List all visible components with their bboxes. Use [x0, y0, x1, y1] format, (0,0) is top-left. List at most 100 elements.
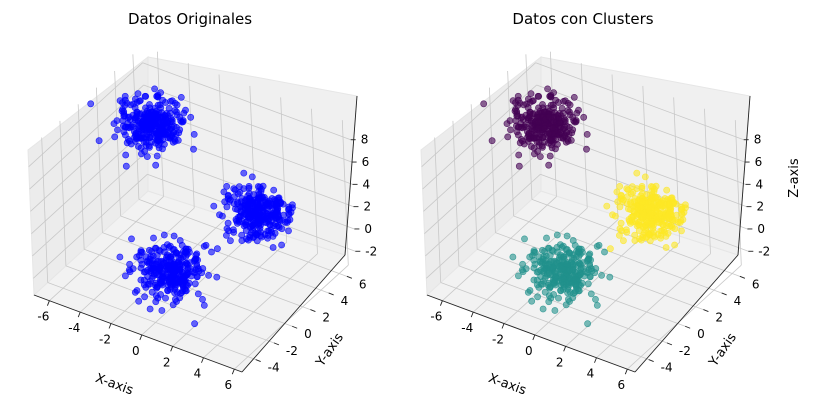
scatter-point — [571, 118, 579, 126]
scatter-point — [134, 90, 142, 97]
scatter-point — [224, 219, 232, 227]
scatter-point — [544, 139, 552, 147]
scatter-point — [194, 290, 202, 298]
x-tick-label: 0 — [132, 344, 140, 358]
scatter-point — [141, 118, 149, 126]
scatter-point — [278, 225, 286, 233]
scatter-point — [532, 134, 540, 142]
scatter-point — [275, 194, 283, 202]
scatter-point — [283, 219, 291, 226]
scatter-point — [673, 211, 680, 219]
scatter-point — [530, 276, 538, 284]
x-tick-label: 0 — [525, 344, 533, 358]
scatter-point — [226, 237, 234, 245]
scatter-point — [172, 131, 180, 138]
scatter-point — [149, 252, 157, 260]
scatter-point — [240, 169, 248, 177]
scatter-point — [133, 253, 141, 261]
scatter-point — [190, 145, 197, 153]
scatter-point — [603, 202, 611, 210]
scatter-point — [143, 153, 151, 160]
scatter-point — [635, 221, 642, 228]
scatter-point — [528, 297, 536, 305]
scatter-point — [154, 294, 162, 302]
scatter-point — [135, 297, 143, 305]
scatter-point — [165, 105, 173, 112]
scatter-point — [543, 234, 550, 242]
scatter-point — [636, 235, 643, 243]
scatter-point — [155, 144, 163, 152]
scatter-point — [616, 231, 623, 239]
scatter-point — [164, 287, 172, 295]
scatter-point — [236, 188, 244, 196]
scatter-point — [288, 201, 296, 209]
scatter-point — [526, 253, 534, 261]
scatter-point — [530, 144, 538, 152]
x-tick-label: 4 — [194, 367, 202, 381]
scatter-point — [552, 136, 559, 144]
scatter-point — [264, 234, 271, 242]
scatter-point — [142, 93, 150, 100]
scatter-point — [137, 150, 145, 158]
scatter-point — [213, 245, 221, 253]
scatter-point — [662, 244, 670, 251]
scatter-point — [516, 139, 524, 147]
x-tick-label: -6 — [37, 310, 49, 324]
scatter-point — [176, 237, 184, 244]
y-tick-mark — [291, 325, 298, 329]
scatter-point — [248, 173, 256, 181]
scatter-point — [549, 247, 557, 255]
scatter-point — [606, 273, 614, 281]
scatter-point — [267, 226, 275, 234]
scatter-point — [511, 107, 519, 115]
scatter-point — [142, 141, 150, 149]
scatter-point — [527, 117, 535, 125]
x-axis-label: X-axis — [93, 371, 135, 399]
scatter-point — [641, 173, 649, 181]
scatter-point — [164, 270, 171, 278]
scatter-point — [127, 101, 135, 109]
grid-line — [234, 264, 349, 370]
scatter-point — [137, 144, 145, 152]
scatter-point — [223, 182, 231, 190]
scatter-point — [537, 280, 545, 288]
scatter-point — [565, 249, 573, 256]
scatter-point — [146, 305, 154, 313]
scatter-point — [134, 117, 142, 125]
scatter-point — [272, 200, 280, 208]
grid-line — [33, 173, 148, 279]
axis-spines — [33, 95, 358, 373]
gridlines — [28, 51, 356, 370]
chart-title-original: Datos Originales — [128, 10, 252, 28]
scatter-point — [545, 113, 553, 121]
scatter-point — [566, 266, 574, 274]
scatter-point — [545, 269, 553, 277]
scatter-point — [617, 219, 625, 227]
grid-line — [141, 230, 257, 336]
scatter-point — [671, 241, 678, 249]
scatter-point — [153, 152, 161, 160]
scatter-point — [560, 281, 568, 288]
scatter-point — [195, 267, 203, 275]
scatter-point — [257, 228, 265, 236]
scatter-point — [587, 290, 595, 298]
grid-line — [442, 196, 557, 301]
y-tick-mark — [310, 309, 316, 313]
scatter-point — [504, 133, 512, 141]
grid-line — [704, 108, 711, 254]
y-tick-mark — [328, 292, 334, 296]
scatter-point — [122, 131, 129, 139]
scatter-point — [199, 295, 206, 303]
x-tick-mark — [139, 334, 143, 341]
scatter-point — [663, 186, 671, 194]
z-tick-label: 2 — [756, 200, 764, 214]
z-tick-label: 8 — [361, 133, 369, 147]
grid-line — [434, 137, 442, 283]
grid-line — [535, 62, 744, 141]
scatter-point — [208, 248, 215, 256]
grid-line — [426, 173, 541, 279]
z-tick-label: 4 — [363, 177, 371, 191]
scatter-point — [110, 120, 118, 127]
scatter-point — [521, 235, 528, 243]
